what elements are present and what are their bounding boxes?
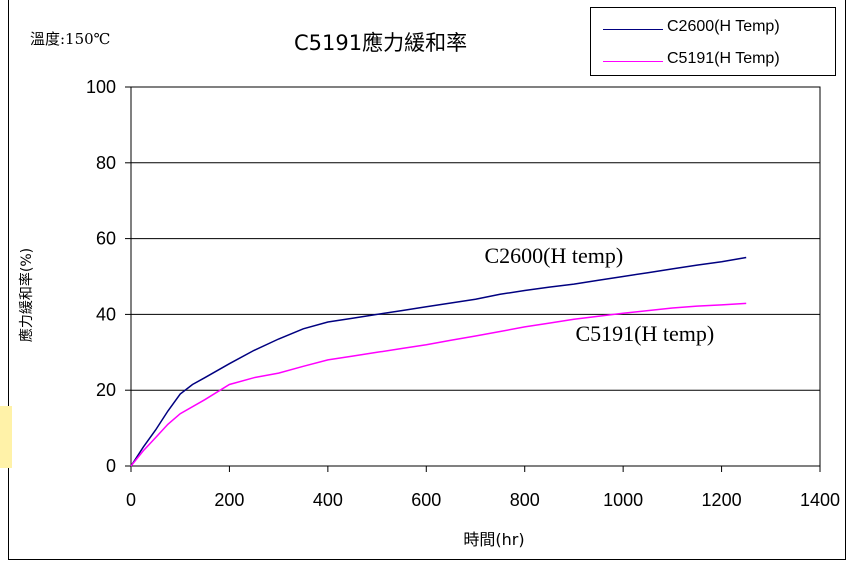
temperature-note: 溫度:150℃	[30, 30, 111, 48]
legend-item-c5191: C5191(H Temp)	[591, 49, 835, 73]
plot-area-border	[130, 86, 821, 467]
y-tick-label-100: 100	[86, 77, 116, 97]
x-tick-label-400: 400	[313, 490, 343, 510]
y-tick-label-60: 60	[96, 229, 116, 249]
x-tick-label-600: 600	[411, 490, 441, 510]
chart-legend: C2600(H Temp) C5191(H Temp)	[590, 7, 836, 76]
series-annotation-0: C2600(H temp)	[484, 243, 623, 268]
y-tick-label-40: 40	[96, 304, 116, 324]
series-line-0	[130, 256, 747, 467]
chart-title: C5191應力緩和率	[294, 31, 468, 55]
x-tick-label-0: 0	[126, 490, 136, 510]
legend-swatch-c2600	[603, 29, 663, 30]
x-tick-label-800: 800	[510, 490, 540, 510]
x-tick-label-1400: 1400	[800, 490, 840, 510]
x-tick-label-200: 200	[214, 490, 244, 510]
y-tick-label-0: 0	[106, 456, 116, 476]
series-annotation-1: C5191(H temp)	[575, 321, 714, 346]
yellow-marker	[0, 406, 12, 468]
series-line-1	[130, 302, 747, 467]
x-tick-label-1000: 1000	[603, 490, 643, 510]
legend-item-c2600: C2600(H Temp)	[591, 17, 835, 41]
y-tick-label-20: 20	[96, 380, 116, 400]
legend-label-c2600: C2600(H Temp)	[667, 18, 780, 35]
y-tick-label-80: 80	[96, 153, 116, 173]
chart-frame	[8, 0, 846, 560]
legend-swatch-c5191	[603, 61, 663, 62]
y-axis-label: 應力緩和率(%)	[19, 247, 35, 343]
x-axis-label: 時間(hr)	[463, 530, 525, 549]
legend-label-c5191: C5191(H Temp)	[667, 50, 780, 67]
x-tick-label-1200: 1200	[702, 490, 742, 510]
